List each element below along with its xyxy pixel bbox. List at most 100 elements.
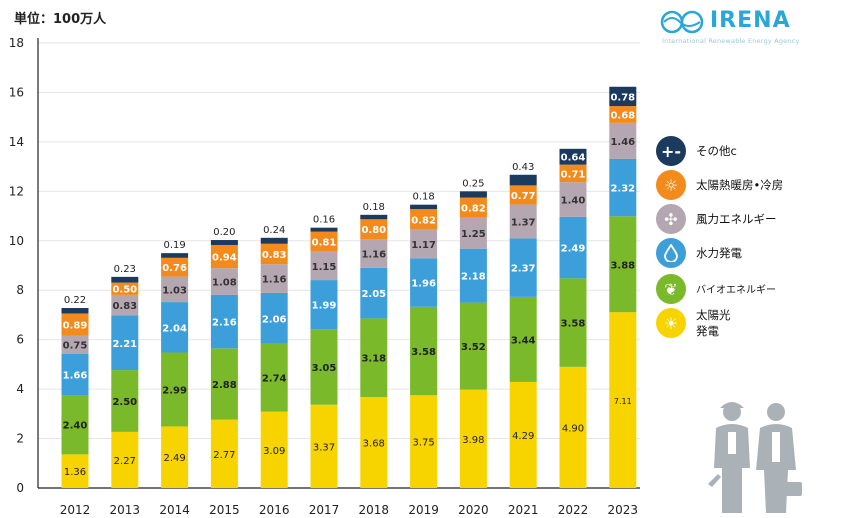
data-label-solar: 1.36	[64, 467, 86, 478]
bar-heat	[360, 219, 388, 240]
x-tick-label: 2015	[209, 503, 240, 517]
bar-wind	[161, 276, 189, 303]
bar-solar	[609, 312, 637, 488]
y-tick-label: 0	[16, 481, 24, 495]
bar-solar	[61, 454, 89, 488]
data-label-heat: 0.80	[361, 225, 386, 236]
x-tick-label: 2019	[408, 503, 439, 517]
bar-solar	[509, 381, 537, 488]
data-label-wind: 1.08	[212, 278, 237, 289]
legend-label: バイオエネルギー	[696, 285, 776, 296]
data-label-heat: 0.81	[312, 238, 337, 249]
data-label-other: 0.64	[561, 153, 586, 164]
data-label-hydro: 2.06	[262, 314, 287, 325]
irena-logo-text: IRENA	[710, 8, 791, 33]
bar-bio	[360, 318, 388, 398]
bar-bio	[111, 370, 139, 432]
data-label-wind: 1.37	[511, 217, 536, 228]
bar-wind	[210, 268, 238, 295]
data-label-heat: 0.68	[610, 110, 635, 121]
bar-hydro	[410, 258, 438, 307]
bar-hydro	[210, 294, 238, 349]
data-label-wind: 1.25	[461, 229, 486, 240]
data-label-bio: 3.58	[411, 347, 436, 358]
bar-other	[559, 148, 587, 165]
bar-wind	[260, 264, 288, 293]
y-tick-label: 8	[16, 283, 24, 297]
leaf-icon: ❦	[656, 274, 686, 304]
x-tick-label: 2012	[60, 503, 91, 517]
y-tick-label: 6	[16, 333, 24, 347]
bar-heat	[111, 282, 139, 295]
data-label-bio: 2.40	[63, 421, 88, 432]
data-label-bio: 2.74	[262, 374, 287, 385]
data-label-other: 0.18	[412, 192, 434, 203]
bar-bio	[410, 306, 438, 396]
y-tick-label: 14	[9, 135, 24, 149]
data-label-solar: 7.11	[614, 397, 632, 406]
data-label-heat: 0.89	[63, 320, 88, 331]
bar-solar	[310, 404, 338, 488]
bar-heat	[459, 197, 487, 218]
y-tick-label: 4	[16, 382, 24, 396]
bar-wind	[609, 122, 637, 159]
bar-wind	[459, 217, 487, 249]
bar-bio	[559, 278, 587, 367]
bar-solar	[111, 431, 139, 488]
bar-wind	[360, 239, 388, 268]
data-label-other: 0.43	[512, 162, 534, 173]
data-label-solar: 3.68	[363, 439, 385, 450]
x-tick-label: 2021	[508, 503, 539, 517]
unit-label: 単位：100万人	[14, 12, 107, 27]
data-label-wind: 1.15	[312, 262, 337, 273]
bar-hydro	[609, 158, 637, 217]
legend-label: 風力エネルギー	[696, 212, 777, 226]
data-label-other: 0.19	[163, 240, 185, 251]
data-label-hydro: 1.96	[411, 279, 436, 290]
bar-heat	[161, 257, 189, 277]
data-label-hydro: 2.05	[361, 289, 386, 300]
bar-wind	[310, 251, 338, 281]
bar-hydro	[559, 216, 587, 279]
bar-wind	[61, 335, 89, 355]
x-tick-label: 2014	[159, 503, 190, 517]
bar-other	[61, 308, 89, 314]
data-label-hydro: 2.16	[212, 318, 237, 329]
bar-bio	[61, 395, 89, 455]
bar-heat	[310, 231, 338, 252]
bar-other	[210, 240, 238, 245]
bar-bio	[210, 348, 238, 420]
data-label-solar: 2.27	[114, 456, 136, 467]
data-label-heat: 0.71	[561, 169, 586, 180]
water-drop-icon	[656, 238, 686, 268]
irena-logo-icon	[660, 10, 704, 34]
bar-hydro	[260, 292, 288, 344]
wind-turbine-icon: ✣	[656, 204, 686, 234]
data-label-bio: 3.44	[511, 335, 536, 346]
data-label-hydro: 1.99	[312, 301, 337, 312]
data-label-solar: 2.77	[213, 450, 235, 461]
legend-label: 太陽熱暖房•冷房	[696, 178, 784, 192]
data-label-wind: 1.03	[162, 285, 187, 296]
x-tick-label: 2017	[309, 503, 340, 517]
bar-solar	[360, 397, 388, 488]
data-label-solar: 3.37	[313, 442, 335, 453]
bar-bio	[509, 296, 537, 382]
data-label-bio: 3.88	[610, 260, 635, 271]
legend-label: 水力発電	[696, 246, 742, 260]
data-label-bio: 3.52	[461, 342, 486, 353]
bar-other	[509, 174, 537, 186]
bar-solar	[559, 366, 587, 488]
data-label-heat: 0.83	[262, 250, 287, 261]
bar-heat	[210, 244, 238, 269]
data-label-hydro: 2.18	[461, 272, 486, 283]
data-label-solar: 3.09	[263, 446, 285, 457]
data-label-solar: 3.75	[412, 438, 434, 449]
data-label-wind: 0.75	[63, 341, 88, 352]
bar-bio	[310, 329, 338, 405]
data-label-bio: 2.88	[212, 380, 237, 391]
data-label-wind: 1.17	[411, 240, 436, 251]
x-tick-label: 2016	[259, 503, 290, 517]
y-tick-label: 10	[9, 234, 24, 248]
data-label-other: 0.25	[462, 178, 484, 189]
